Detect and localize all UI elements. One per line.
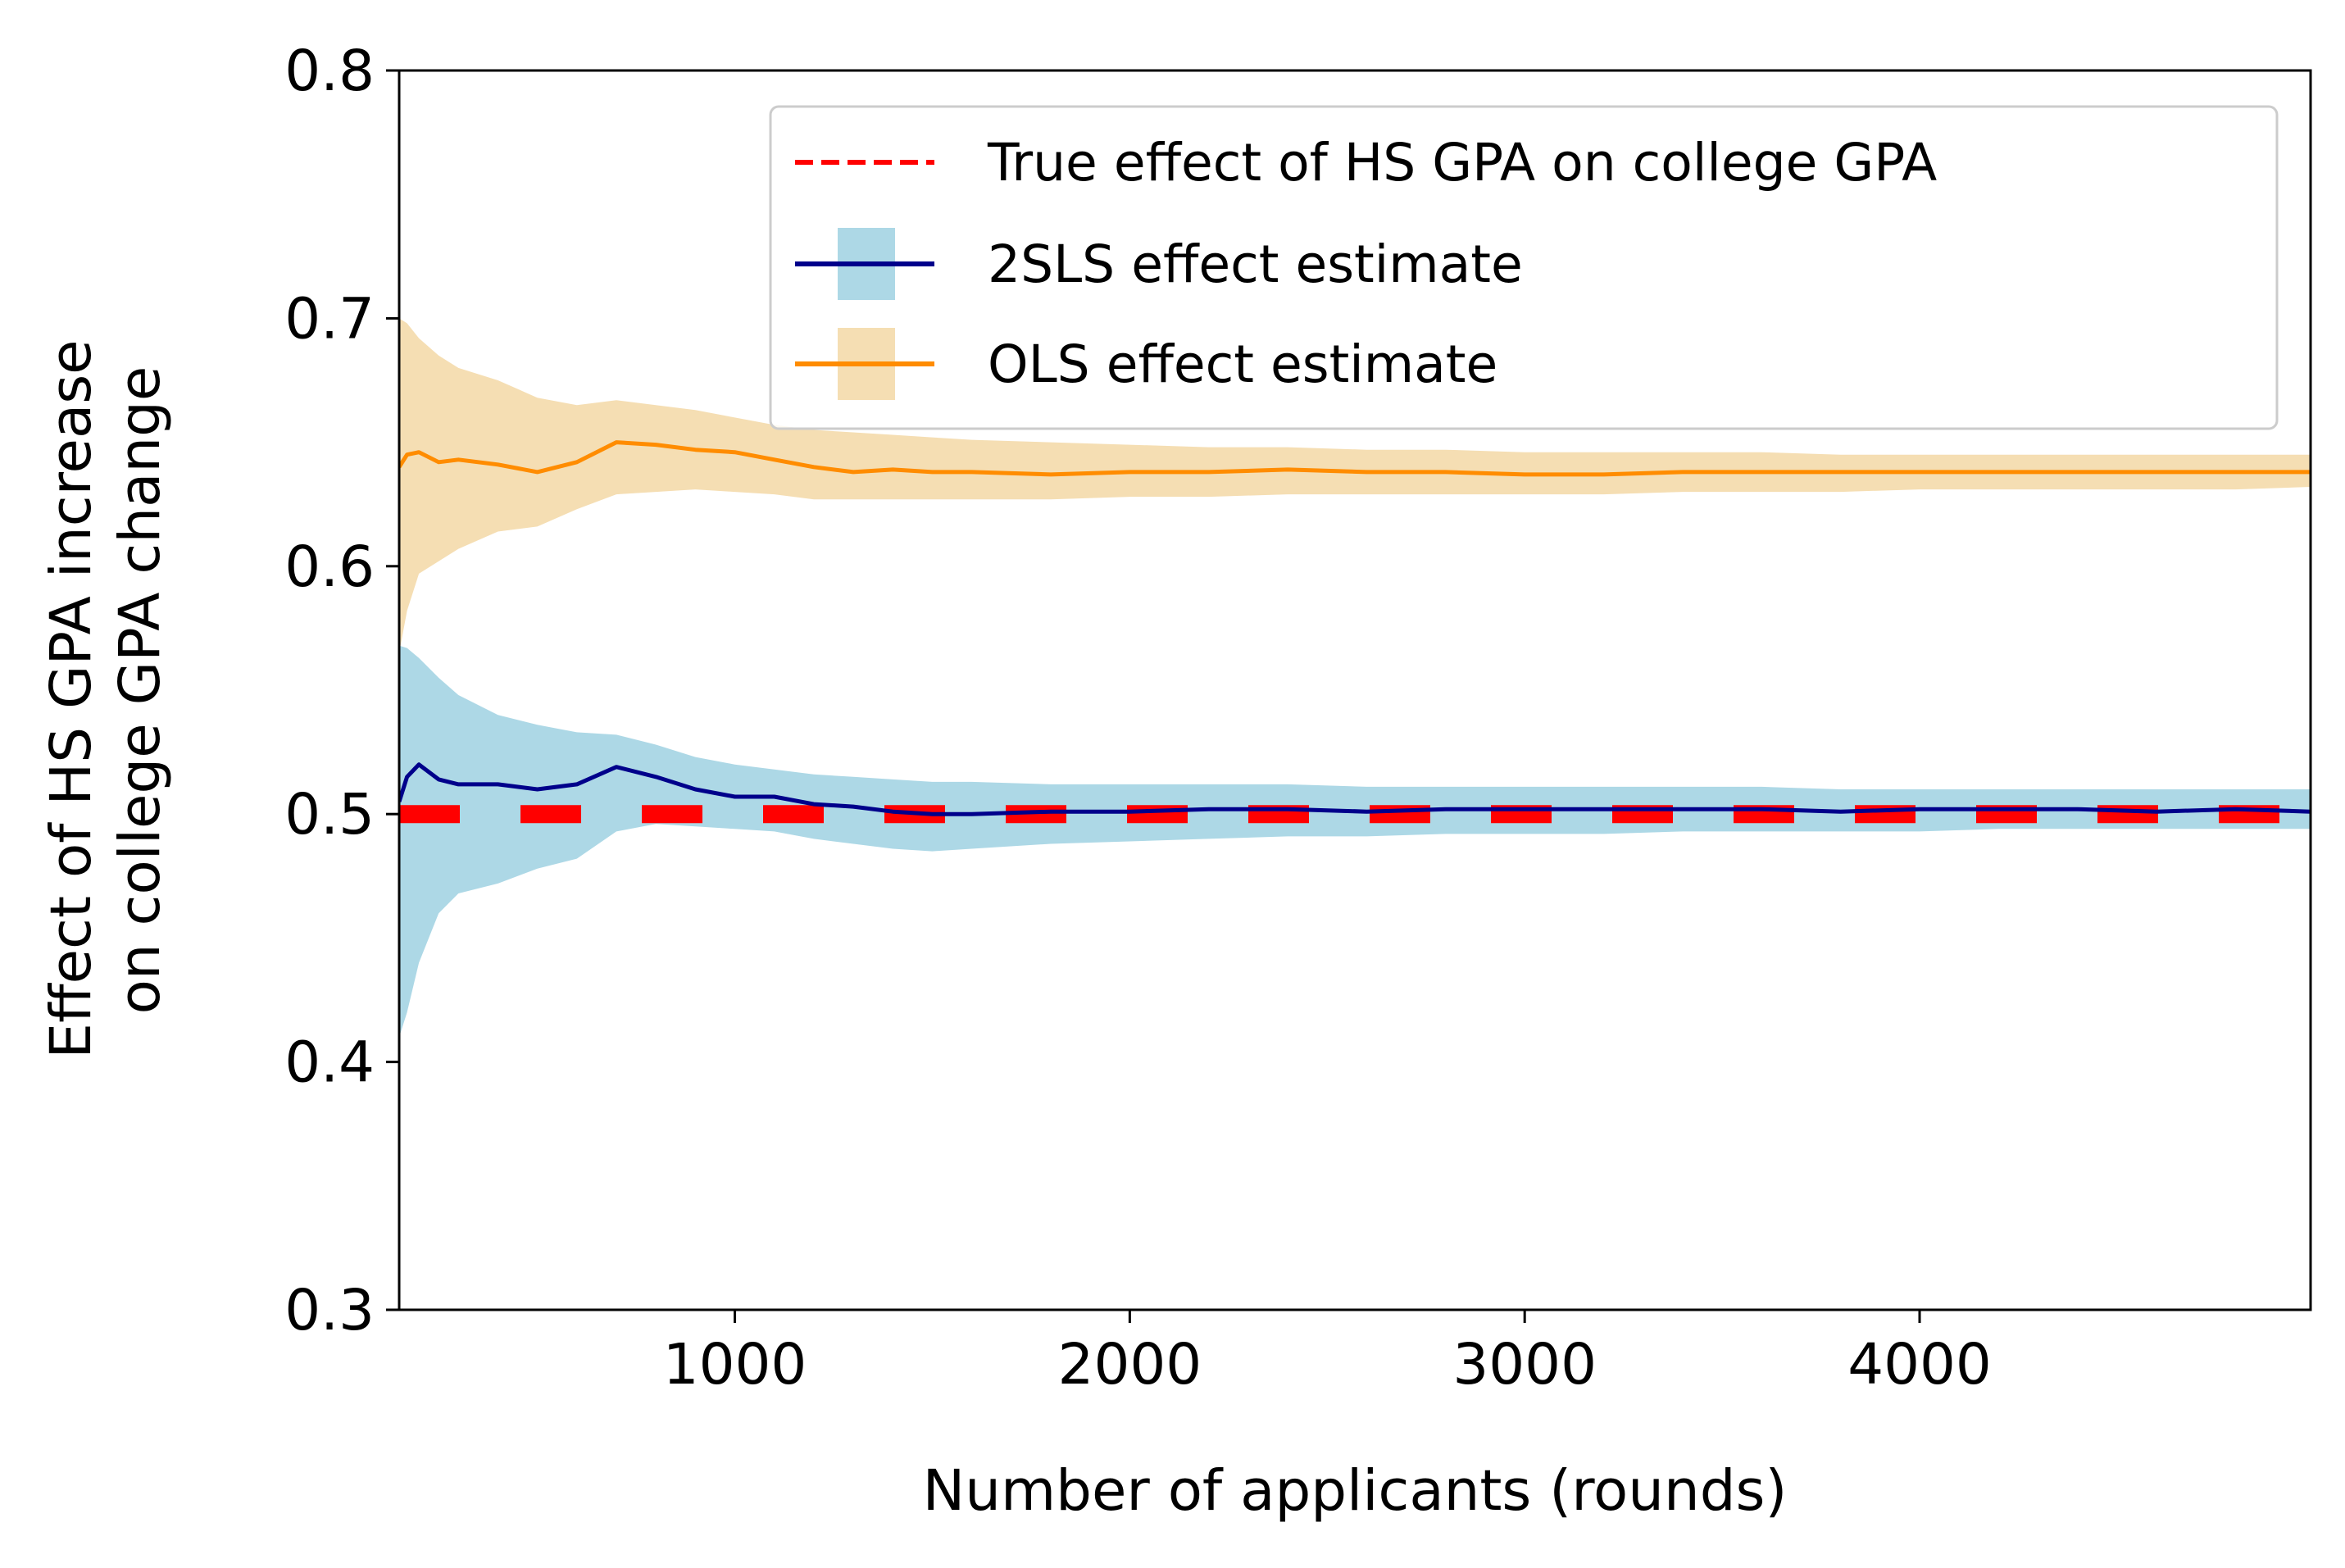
x-tick-label-2000: 2000 xyxy=(1058,1332,1202,1398)
x-tick-label-4000: 4000 xyxy=(1847,1332,1992,1398)
y-tick-label-0.5: 0.5 xyxy=(284,782,375,848)
y-axis-title: Effect of HS GPA increase on college GPA… xyxy=(39,321,173,1058)
legend-label-true-effect: True effect of HS GPA on college GPA xyxy=(987,133,1937,193)
y-tick-label-0.3: 0.3 xyxy=(284,1278,375,1343)
y-axis-title-line-2: on college GPA change xyxy=(107,366,173,1015)
y-tick-label-0.4: 0.4 xyxy=(284,1030,375,1096)
plot-frame xyxy=(398,69,2312,1311)
x-axis-title: Number of applicants (rounds) xyxy=(923,1458,1788,1524)
line-2sls-effect-estimate xyxy=(399,762,2311,816)
y-tick-label-0.8: 0.8 xyxy=(284,39,375,104)
legend: True effect of HS GPA on college GPA 2SL… xyxy=(769,105,2279,430)
legend-box xyxy=(769,105,2279,430)
x-axis: 1000 2000 3000 4000 xyxy=(663,1310,1992,1398)
line-ols-effect-estimate xyxy=(399,440,2311,477)
confidence-bands xyxy=(399,318,2311,1038)
x-tick-label-1000: 1000 xyxy=(663,1332,807,1398)
y-tick-label-0.7: 0.7 xyxy=(284,286,375,352)
y-axis: 0.3 0.4 0.5 0.6 0.7 0.8 xyxy=(284,39,399,1343)
legend-label-2sls: 2SLS effect estimate xyxy=(988,234,1523,294)
legend-label-ols: OLS effect estimate xyxy=(988,334,1497,394)
band-ols-effect-estimate xyxy=(399,318,2311,653)
series-lines xyxy=(399,440,2311,816)
y-tick-label-0.6: 0.6 xyxy=(284,534,375,600)
plot-area xyxy=(399,318,2311,1038)
y-axis-title-line-1: Effect of HS GPA increase xyxy=(39,339,104,1058)
x-tick-label-3000: 3000 xyxy=(1452,1332,1597,1398)
